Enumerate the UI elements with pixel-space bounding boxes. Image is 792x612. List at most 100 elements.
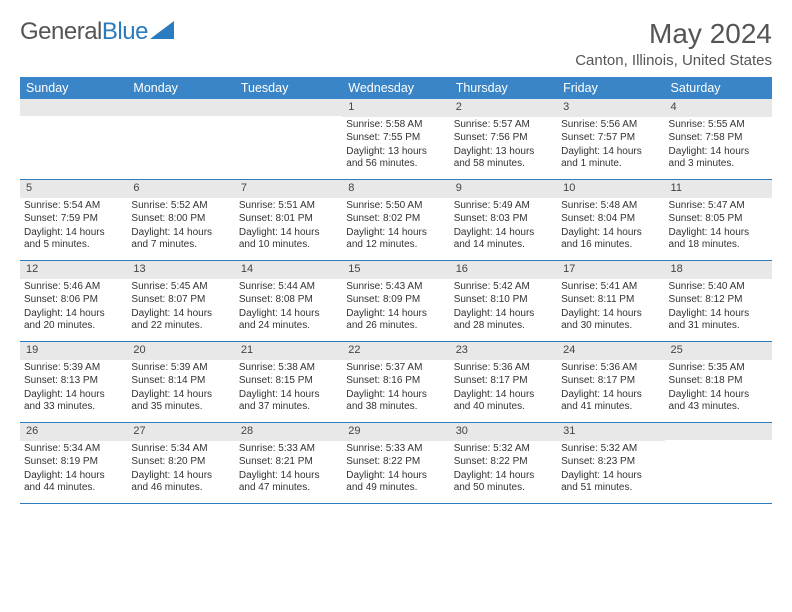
day-number: 28	[235, 423, 342, 441]
day-cell: 25Sunrise: 5:35 AMSunset: 8:18 PMDayligh…	[665, 342, 772, 422]
sunset-text: Sunset: 8:08 PM	[239, 294, 338, 307]
sunset-text: Sunset: 8:03 PM	[454, 213, 553, 226]
sunset-text: Sunset: 8:06 PM	[24, 294, 123, 307]
daylight-text: Daylight: 14 hours and 12 minutes.	[346, 227, 445, 252]
sunset-text: Sunset: 7:55 PM	[346, 132, 445, 145]
daylight-text: Daylight: 14 hours and 14 minutes.	[454, 227, 553, 252]
sunrise-text: Sunrise: 5:45 AM	[131, 281, 230, 294]
day-number: 14	[235, 261, 342, 279]
day-number: 8	[342, 180, 449, 198]
sunrise-text: Sunrise: 5:54 AM	[24, 200, 123, 213]
sunset-text: Sunset: 8:16 PM	[346, 375, 445, 388]
day-number: 20	[127, 342, 234, 360]
day-cell: 24Sunrise: 5:36 AMSunset: 8:17 PMDayligh…	[557, 342, 664, 422]
day-cell: 19 Sunrise: 5:39 AMSunset: 8:13 PMDayligh…	[20, 342, 127, 422]
day-cell: 9Sunrise: 5:49 AMSunset: 8:03 PMDaylight…	[450, 180, 557, 260]
day-number	[127, 99, 234, 116]
week-row: 19Sunrise: 5:39 AMSunset: 8:13 PMDayligh…	[20, 342, 772, 423]
daylight-text: Daylight: 14 hours and 38 minutes.	[346, 389, 445, 414]
sunset-text: Sunset: 7:57 PM	[561, 132, 660, 145]
day-number: 19	[20, 342, 127, 360]
sunrise-text: Sunrise: 5:39 AM	[24, 362, 123, 375]
day-number: 10	[557, 180, 664, 198]
week-row: 1Sunrise: 5:58 AMSunset: 7:55 PMDaylight…	[20, 99, 772, 180]
day-number: 11	[665, 180, 772, 198]
day-number	[665, 423, 772, 440]
sunset-text: Sunset: 8:21 PM	[239, 456, 338, 469]
day-number	[20, 99, 127, 116]
logo-triangle-icon	[150, 18, 174, 46]
daylight-text: Daylight: 14 hours and 3 minutes.	[669, 146, 768, 171]
sunrise-text: Sunrise: 5:47 AM	[669, 200, 768, 213]
day-cell: 20Sunrise: 5:39 AMSunset: 8:14 PMDayligh…	[127, 342, 234, 422]
sunrise-text: Sunrise: 5:46 AM	[24, 281, 123, 294]
sunset-text: Sunset: 8:05 PM	[669, 213, 768, 226]
daylight-text: Daylight: 13 hours and 56 minutes.	[346, 146, 445, 171]
sunset-text: Sunset: 8:13 PM	[24, 375, 123, 388]
daylight-text: Daylight: 14 hours and 40 minutes.	[454, 389, 553, 414]
sunset-text: Sunset: 8:12 PM	[669, 294, 768, 307]
day-cell: 29Sunrise: 5:33 AMSunset: 8:22 PMDayligh…	[342, 423, 449, 503]
sunset-text: Sunset: 8:07 PM	[131, 294, 230, 307]
daylight-text: Daylight: 14 hours and 20 minutes.	[24, 308, 123, 333]
sunrise-text: Sunrise: 5:58 AM	[346, 119, 445, 132]
daylight-text: Daylight: 14 hours and 30 minutes.	[561, 308, 660, 333]
day-cell: 23Sunrise: 5:36 AMSunset: 8:17 PMDayligh…	[450, 342, 557, 422]
month-title: May 2024	[575, 18, 772, 50]
daylight-text: Daylight: 14 hours and 16 minutes.	[561, 227, 660, 252]
week-row: 12Sunrise: 5:46 AMSunset: 8:06 PMDayligh…	[20, 261, 772, 342]
sunset-text: Sunset: 8:22 PM	[454, 456, 553, 469]
sunrise-text: Sunrise: 5:34 AM	[24, 443, 123, 456]
daylight-text: Daylight: 14 hours and 24 minutes.	[239, 308, 338, 333]
daylight-text: Daylight: 14 hours and 18 minutes.	[669, 227, 768, 252]
sunrise-text: Sunrise: 5:36 AM	[454, 362, 553, 375]
day-number: 17	[557, 261, 664, 279]
day-number: 2	[450, 99, 557, 117]
daylight-text: Daylight: 14 hours and 46 minutes.	[131, 470, 230, 495]
day-number: 21	[235, 342, 342, 360]
daylight-text: Daylight: 14 hours and 37 minutes.	[239, 389, 338, 414]
daylight-text: Daylight: 14 hours and 1 minute.	[561, 146, 660, 171]
weekday-thu: Thursday	[450, 77, 557, 99]
day-number: 6	[127, 180, 234, 198]
daylight-text: Daylight: 14 hours and 10 minutes.	[239, 227, 338, 252]
day-cell: 6Sunrise: 5:52 AMSunset: 8:00 PMDaylight…	[127, 180, 234, 260]
sunrise-text: Sunrise: 5:41 AM	[561, 281, 660, 294]
day-cell: 30Sunrise: 5:32 AMSunset: 8:22 PMDayligh…	[450, 423, 557, 503]
sunset-text: Sunset: 7:58 PM	[669, 132, 768, 145]
day-number: 31	[557, 423, 664, 441]
day-cell: 8Sunrise: 5:50 AMSunset: 8:02 PMDaylight…	[342, 180, 449, 260]
sunrise-text: Sunrise: 5:33 AM	[346, 443, 445, 456]
daylight-text: Daylight: 14 hours and 41 minutes.	[561, 389, 660, 414]
weekday-wed: Wednesday	[342, 77, 449, 99]
day-cell: 11 Sunrise: 5:47 AMSunset: 8:05 PMDayligh…	[665, 180, 772, 260]
day-cell: 16Sunrise: 5:42 AMSunset: 8:10 PMDayligh…	[450, 261, 557, 341]
day-cell	[127, 99, 234, 179]
day-number: 9	[450, 180, 557, 198]
day-cell: 10Sunrise: 5:48 AMSunset: 8:04 PMDayligh…	[557, 180, 664, 260]
day-cell: 18Sunrise: 5:40 AMSunset: 8:12 PMDayligh…	[665, 261, 772, 341]
calendar: Sunday Monday Tuesday Wednesday Thursday…	[20, 77, 772, 504]
sunrise-text: Sunrise: 5:32 AM	[454, 443, 553, 456]
day-number: 23	[450, 342, 557, 360]
sunset-text: Sunset: 8:23 PM	[561, 456, 660, 469]
day-cell: 14Sunrise: 5:44 AMSunset: 8:08 PMDayligh…	[235, 261, 342, 341]
day-cell: 3Sunrise: 5:56 AMSunset: 7:57 PMDaylight…	[557, 99, 664, 179]
daylight-text: Daylight: 14 hours and 31 minutes.	[669, 308, 768, 333]
daylight-text: Daylight: 14 hours and 26 minutes.	[346, 308, 445, 333]
daylight-text: Daylight: 14 hours and 33 minutes.	[24, 389, 123, 414]
sunrise-text: Sunrise: 5:32 AM	[561, 443, 660, 456]
daylight-text: Daylight: 14 hours and 47 minutes.	[239, 470, 338, 495]
day-number: 27	[127, 423, 234, 441]
day-number: 30	[450, 423, 557, 441]
sunrise-text: Sunrise: 5:42 AM	[454, 281, 553, 294]
day-cell: 28Sunrise: 5:33 AMSunset: 8:21 PMDayligh…	[235, 423, 342, 503]
day-number: 22	[342, 342, 449, 360]
weekday-header: Sunday Monday Tuesday Wednesday Thursday…	[20, 77, 772, 99]
header: GeneralBlue May 2024 Canton, Illinois, U…	[20, 18, 772, 69]
sunrise-text: Sunrise: 5:38 AM	[239, 362, 338, 375]
daylight-text: Daylight: 14 hours and 49 minutes.	[346, 470, 445, 495]
day-number: 13	[127, 261, 234, 279]
weekday-fri: Friday	[557, 77, 664, 99]
day-cell	[665, 423, 772, 503]
